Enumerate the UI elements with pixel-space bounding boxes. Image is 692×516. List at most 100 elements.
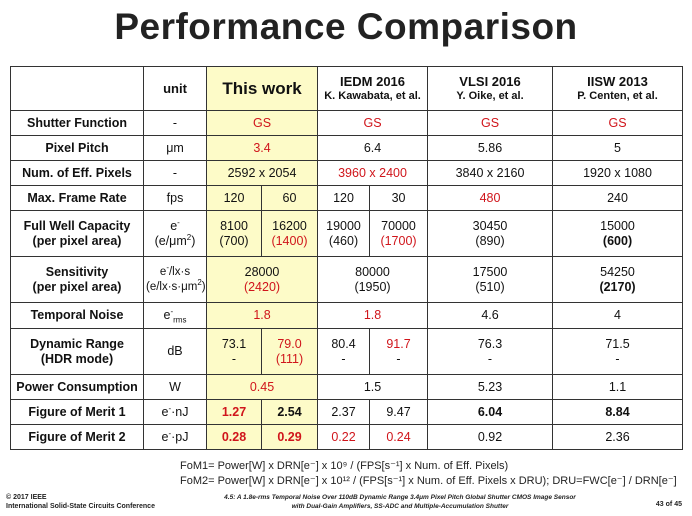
cell-this-work-1: 8100 (700) <box>206 210 262 257</box>
paper-title-line2: with Dual-Gain Amplifiers, SS-ADC and Mu… <box>291 503 509 510</box>
row-pixel-pitch: Pixel Pitch μm 3.4 6.4 5.86 5 <box>10 135 684 161</box>
cell-iisw: 1920 x 1080 <box>552 160 684 186</box>
row-label-line2: (per pixel area) <box>32 279 122 294</box>
cell-this-work-2: 2.54 <box>260 399 319 425</box>
row-unit: W <box>143 374 207 400</box>
row-label-line2: (HDR mode) <box>40 351 114 366</box>
cell-iisw: 1.1 <box>552 374 684 400</box>
cell-iedm-1: 120 <box>317 185 371 211</box>
cell-iedm: 1.5 <box>317 374 429 400</box>
cell-vlsi: 480 <box>427 185 554 211</box>
row-label: Figure of Merit 2 <box>10 424 144 450</box>
comparison-table: unit This work IEDM 2016 K. Kawabata, et… <box>10 66 684 450</box>
cell-this-work: 3.4 <box>205 135 319 161</box>
cell-iedm: 80000 (1950) <box>317 256 429 303</box>
page-number: 43 of 45 <box>656 501 682 508</box>
cell-vlsi: 5.86 <box>427 135 554 161</box>
row-sensitivity: Sensitivity (per pixel area) e-/lx·s (e/… <box>10 256 684 303</box>
row-label: Pixel Pitch <box>10 135 144 161</box>
cell-iedm-2: 70000 (1700) <box>369 210 429 257</box>
cell-vlsi: 30450 (890) <box>427 210 554 257</box>
cell-vlsi: 5.23 <box>427 374 554 400</box>
cell-iedm-2: 0.24 <box>369 424 429 450</box>
slide-title: Performance Comparison <box>114 6 578 47</box>
conference-name: International Solid-State Circuits Confe… <box>6 503 155 510</box>
cell-vlsi: 17500 (510) <box>427 256 554 303</box>
row-label: Shutter Function <box>10 110 144 136</box>
cell-this-work-2: 16200 (1400) <box>260 210 319 257</box>
cell-this-work: 2592 x 2054 <box>205 160 319 186</box>
row-label: Full Well Capacity (per pixel area) <box>10 210 144 257</box>
cell-iisw: GS <box>552 110 684 136</box>
cell-iedm-2: 9.47 <box>369 399 429 425</box>
cell-this-work-2: 79.0 (111) <box>260 328 319 375</box>
row-unit: e-rms <box>143 302 207 329</box>
cell-this-work-1: 73.1 - <box>206 328 262 375</box>
cell-iisw: 8.84 <box>552 399 684 425</box>
row-label-line1: Sensitivity <box>45 264 109 279</box>
cell-iisw: 240 <box>552 185 684 211</box>
row-unit: - <box>143 110 207 136</box>
header-row: unit This work IEDM 2016 K. Kawabata, et… <box>10 66 684 111</box>
row-label: Max. Frame Rate <box>10 185 144 211</box>
fom-definitions: FoM1= Power[W] x DRN[e⁻] x 10⁹ / (FPS[s⁻… <box>180 459 680 489</box>
cell-this-work-1: 1.27 <box>206 399 262 425</box>
cell-this-work: 1.8 <box>205 302 319 329</box>
row-label-line1: Full Well Capacity <box>23 218 131 233</box>
cell-iisw: 15000 (600) <box>552 210 684 257</box>
cell-vlsi: 6.04 <box>427 399 554 425</box>
cell-this-work: 0.45 <box>205 374 319 400</box>
cell-iedm-1: 19000 (460) <box>317 210 371 257</box>
page-total: 45 <box>674 501 682 508</box>
row-fom2: Figure of Merit 2 e-·pJ 0.28 0.29 0.22 0… <box>10 424 684 450</box>
row-label: Num. of Eff. Pixels <box>10 160 144 186</box>
row-power: Power Consumption W 0.45 1.5 5.23 1.1 <box>10 374 684 400</box>
cell-vlsi: 3840 x 2160 <box>427 160 554 186</box>
page-current: 43 <box>655 501 664 508</box>
copyright: © 2017 IEEE <box>6 494 47 501</box>
cell-this-work-2: 0.29 <box>260 424 319 450</box>
row-unit: μm <box>143 135 207 161</box>
row-label: Temporal Noise <box>10 302 144 329</box>
cell-iedm: GS <box>317 110 429 136</box>
cell-iedm: 3960 x 2400 <box>317 160 429 186</box>
row-label: Power Consumption <box>10 374 144 400</box>
header-iisw: IISW 2013 P. Centen, et al. <box>552 66 684 111</box>
cell-this-work-1: 0.28 <box>206 424 262 450</box>
cell-this-work: GS <box>205 110 319 136</box>
cell-iedm: 6.4 <box>317 135 429 161</box>
cell-iisw: 71.5 - <box>552 328 684 375</box>
cell-iedm-2: 91.7 - <box>369 328 429 375</box>
row-unit: - <box>143 160 207 186</box>
paper-title-line1: 4.5: A 1.8e-rms Temporal Noise Over 110d… <box>224 494 576 501</box>
header-unit: unit <box>143 66 207 111</box>
cell-iedm-1: 80.4 - <box>317 328 371 375</box>
cell-iedm-1: 2.37 <box>317 399 371 425</box>
row-unit: e-·pJ <box>143 424 207 450</box>
cell-vlsi: 4.6 <box>427 302 554 329</box>
cell-iisw: 4 <box>552 302 684 329</box>
row-frame-rate: Max. Frame Rate fps 120 60 120 30 480 24… <box>10 185 684 211</box>
cell-vlsi: 0.92 <box>427 424 554 450</box>
cell-this-work-2: 60 <box>260 185 319 211</box>
row-unit: e- (e/μm2) <box>143 210 207 257</box>
row-label: Dynamic Range (HDR mode) <box>10 328 144 375</box>
header-empty <box>10 66 144 111</box>
cell-iisw: 2.36 <box>552 424 684 450</box>
row-label-line2: (per pixel area) <box>32 233 122 248</box>
cell-this-work: 28000 (2420) <box>205 256 319 303</box>
cell-iedm: 1.8 <box>317 302 429 329</box>
cell-this-work-1: 120 <box>206 185 262 211</box>
cell-vlsi: 76.3 - <box>427 328 554 375</box>
header-vlsi: VLSI 2016 Y. Oike, et al. <box>427 66 554 111</box>
cell-iisw: 54250 (2170) <box>552 256 684 303</box>
row-temporal-noise: Temporal Noise e-rms 1.8 1.8 4.6 4 <box>10 302 684 329</box>
footer-left: © 2017 IEEE International Solid-State Ci… <box>6 493 155 511</box>
cell-iedm-1: 0.22 <box>317 424 371 450</box>
row-unit: fps <box>143 185 207 211</box>
row-label-line1: Dynamic Range <box>30 336 124 351</box>
fom1-definition: FoM1= Power[W] x DRN[e⁻] x 10⁹ / (FPS[s⁻… <box>180 460 509 472</box>
paper-title: 4.5: A 1.8e-rms Temporal Noise Over 110d… <box>180 493 620 511</box>
cell-iisw: 5 <box>552 135 684 161</box>
cell-iedm-2: 30 <box>369 185 429 211</box>
